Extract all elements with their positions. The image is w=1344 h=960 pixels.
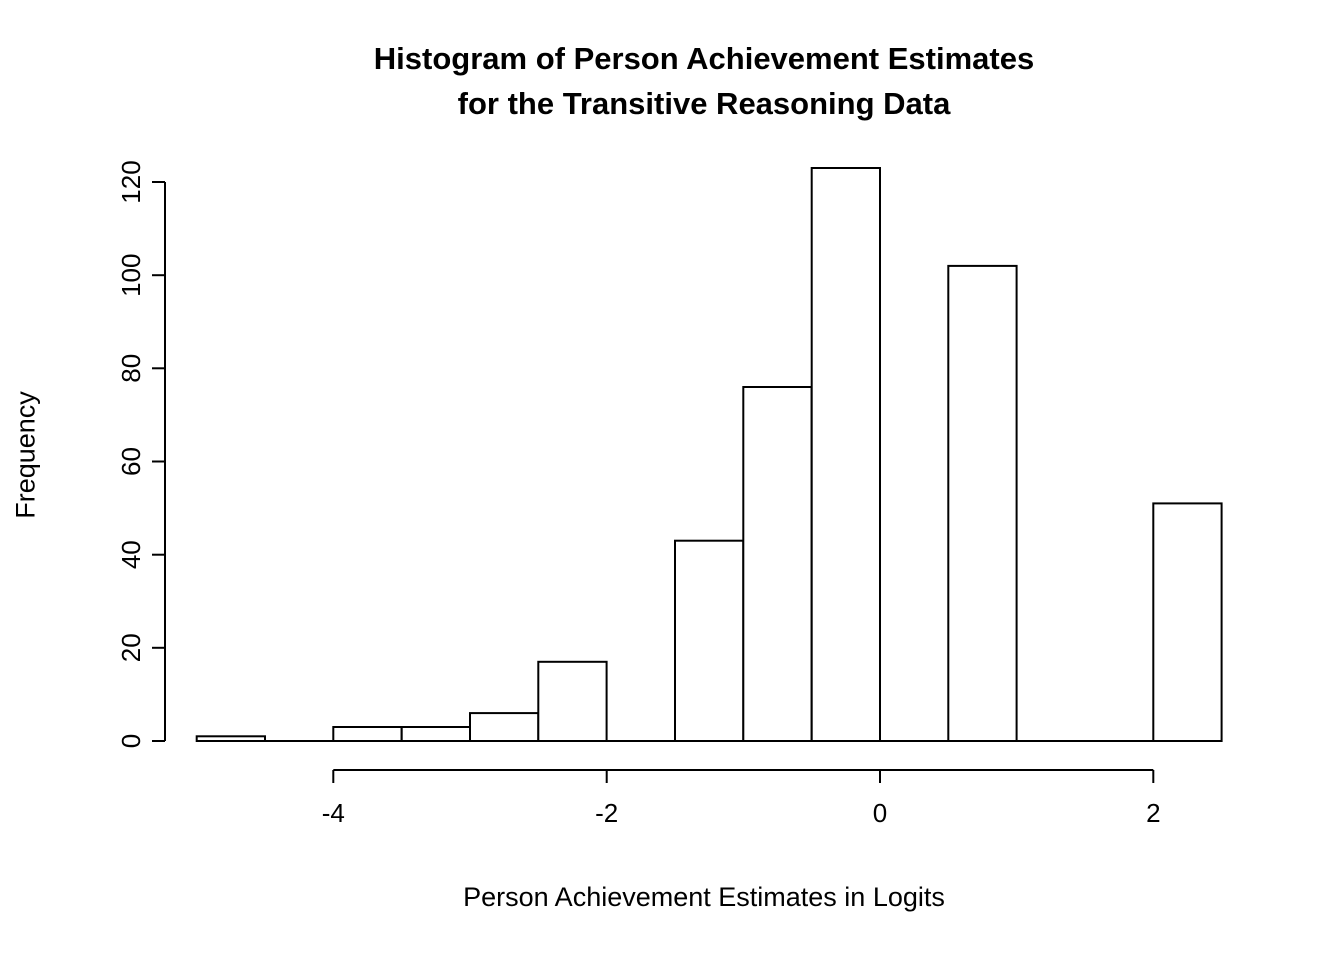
y-tick-label: 60 bbox=[116, 447, 146, 476]
y-tick-label: 100 bbox=[116, 254, 146, 297]
histogram-bar bbox=[469, 712, 540, 742]
chart-title: Histogram of Person Achievement Estimate… bbox=[64, 36, 1344, 126]
x-tick-label: -4 bbox=[322, 798, 345, 828]
histogram-bar bbox=[674, 539, 745, 743]
x-tick-label: -2 bbox=[595, 798, 618, 828]
histogram-bar bbox=[947, 264, 1018, 742]
histogram-bar bbox=[537, 660, 608, 742]
x-tick-label: 0 bbox=[873, 798, 887, 828]
y-tick-label: 20 bbox=[116, 633, 146, 662]
chart-title-line2: for the Transitive Reasoning Data bbox=[457, 86, 951, 121]
histogram-bar bbox=[400, 726, 472, 742]
histogram-bar bbox=[332, 726, 403, 742]
y-tick-label: 0 bbox=[116, 734, 146, 748]
y-tick-label: 80 bbox=[116, 354, 146, 383]
x-axis-label: Person Achievement Estimates in Logits bbox=[463, 882, 945, 912]
x-tick-label: 2 bbox=[1146, 798, 1160, 828]
chart-title-line1: Histogram of Person Achievement Estimate… bbox=[373, 41, 1035, 76]
y-tick-label: 40 bbox=[116, 540, 146, 569]
histogram-bar bbox=[1152, 502, 1223, 742]
histogram-bar bbox=[742, 386, 813, 742]
y-tick-label: 120 bbox=[116, 160, 146, 203]
histogram-bar bbox=[810, 167, 882, 742]
histogram-bar bbox=[195, 735, 266, 742]
